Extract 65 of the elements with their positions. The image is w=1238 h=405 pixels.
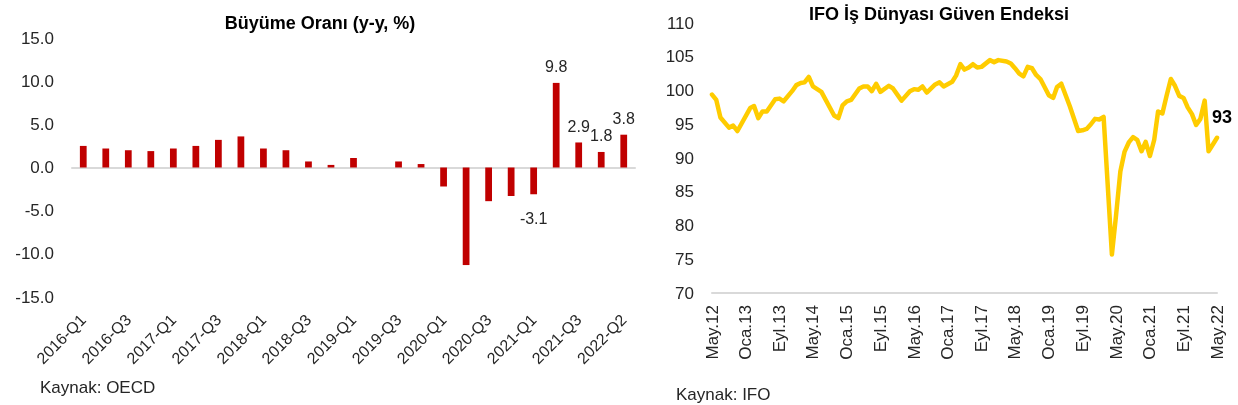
bar xyxy=(260,148,267,168)
x-tick-label: May.16 xyxy=(904,305,924,360)
bar xyxy=(102,148,110,168)
x-tick-label: Oca.15 xyxy=(837,305,857,360)
chart-title: Büyüme Oranı (y-y, %) xyxy=(224,13,416,33)
y-tick-label: 0.0 xyxy=(30,158,54,177)
y-tick-label: 80 xyxy=(675,216,694,235)
data-label: 93 xyxy=(1211,106,1233,127)
bar xyxy=(530,167,538,195)
x-tick-label: May.20 xyxy=(1106,305,1126,360)
bar xyxy=(350,158,357,168)
x-tick-label: Eyl.15 xyxy=(870,305,890,353)
y-tick-label: 10.0 xyxy=(20,71,54,91)
bar xyxy=(192,145,200,168)
data-label: 1.8 xyxy=(590,127,613,145)
x-tick-label: Oca.17 xyxy=(938,305,958,360)
data-label: 9.8 xyxy=(545,58,568,76)
bar xyxy=(305,161,312,168)
y-tick-label: 5.0 xyxy=(30,114,54,134)
y-tick-label: 90 xyxy=(675,148,694,168)
bar xyxy=(215,139,222,168)
text: Kaynak: OECD xyxy=(40,378,156,397)
bar xyxy=(79,145,87,168)
bar xyxy=(327,164,335,168)
x-tick-label: May.12 xyxy=(702,305,722,360)
x-tick-label: May.18 xyxy=(1005,305,1025,360)
chart-title: IFO İş Dünyası Güven Endeksi xyxy=(808,4,1070,24)
bar xyxy=(124,150,132,168)
bar xyxy=(597,151,605,168)
bar xyxy=(575,142,583,168)
bar xyxy=(552,82,560,168)
x-tick-label: May.22 xyxy=(1207,305,1227,360)
bar xyxy=(169,148,177,168)
x-tick-label: Oca.19 xyxy=(1039,305,1059,360)
bar xyxy=(440,167,447,187)
data-label: -3.1 xyxy=(519,209,548,227)
y-tick-label: 105 xyxy=(665,47,694,67)
y-tick-label: 15.0 xyxy=(20,28,54,48)
bar xyxy=(417,164,425,168)
y-tick-label: 85 xyxy=(675,182,694,202)
x-tick-label: Oca.13 xyxy=(736,305,756,360)
x-tick-label: Eyl.13 xyxy=(769,305,789,353)
bar xyxy=(147,151,155,168)
y-tick-label: -10.0 xyxy=(15,244,54,264)
x-tick-label: Eyl.19 xyxy=(1072,305,1092,353)
bar xyxy=(507,167,515,196)
x-tick-label: Oca.21 xyxy=(1140,305,1160,360)
y-tick-label: -5.0 xyxy=(24,201,54,221)
text: Kaynak: IFO xyxy=(676,385,771,404)
data-label: 2.9 xyxy=(567,117,590,135)
y-tick-label: 75 xyxy=(675,249,694,269)
y-tick-label: 100 xyxy=(665,81,694,100)
y-tick-label: 110 xyxy=(666,13,694,33)
y-tick-label: -15.0 xyxy=(15,287,54,307)
x-tick-label: May.14 xyxy=(803,305,823,360)
bar xyxy=(620,134,628,168)
bar xyxy=(395,161,402,168)
x-tick-label: Eyl.17 xyxy=(972,305,992,353)
y-tick-label: 95 xyxy=(675,114,694,134)
data-label: 3.8 xyxy=(612,110,635,128)
bar xyxy=(485,167,492,202)
y-tick-label: 70 xyxy=(675,283,694,303)
bar xyxy=(282,150,290,168)
bar xyxy=(237,136,245,168)
x-tick-label: Eyl.21 xyxy=(1174,305,1194,353)
